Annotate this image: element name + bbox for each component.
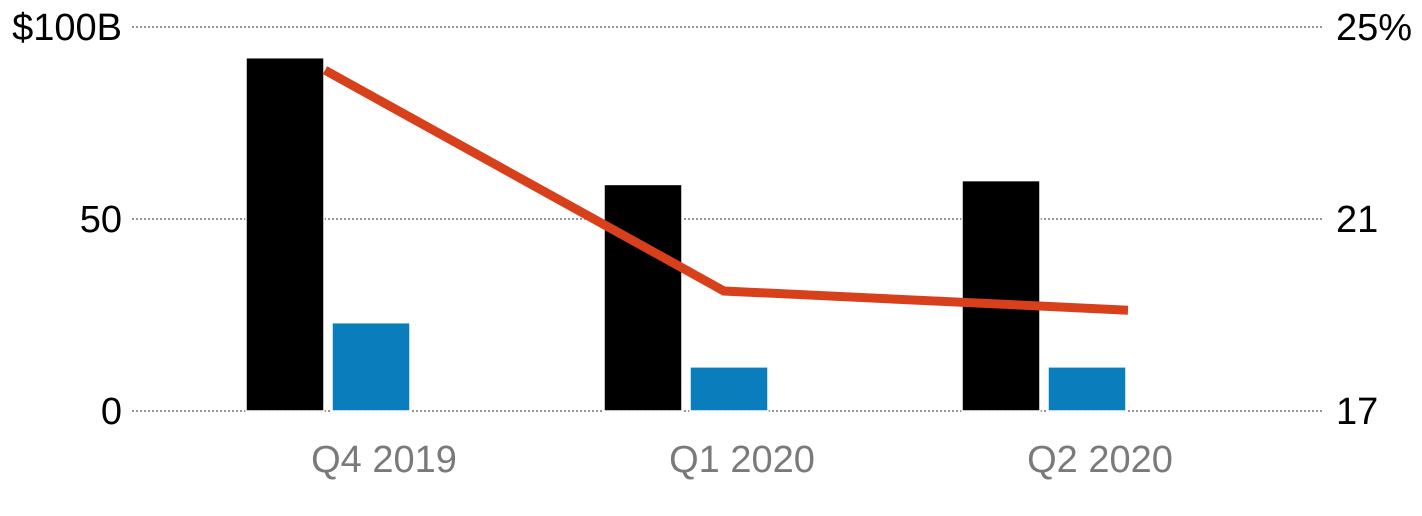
bar — [961, 179, 1041, 412]
bar — [1047, 366, 1127, 412]
y-left-tick-label: $100B — [12, 7, 122, 49]
bar — [603, 183, 683, 412]
x-tick-label: Q4 2019 — [311, 439, 457, 481]
y-axis-left: 0 50 $100B — [12, 7, 122, 433]
x-axis: Q4 2019 Q1 2020 Q2 2020 — [311, 439, 1173, 481]
y-right-tick-label: 17 — [1336, 391, 1378, 433]
bar — [245, 56, 325, 412]
bar — [689, 366, 769, 412]
y-right-tick-label: 21 — [1336, 199, 1378, 241]
y-left-tick-label: 50 — [80, 199, 122, 241]
y-right-tick-label: 25% — [1336, 7, 1412, 49]
y-axis-right: 17 21 25% — [1336, 7, 1412, 433]
x-tick-label: Q1 2020 — [669, 439, 815, 481]
x-tick-label: Q2 2020 — [1027, 439, 1173, 481]
line-series — [322, 66, 1129, 315]
bar — [331, 321, 411, 412]
y-left-tick-label: 0 — [101, 391, 122, 433]
bars — [245, 56, 1127, 412]
